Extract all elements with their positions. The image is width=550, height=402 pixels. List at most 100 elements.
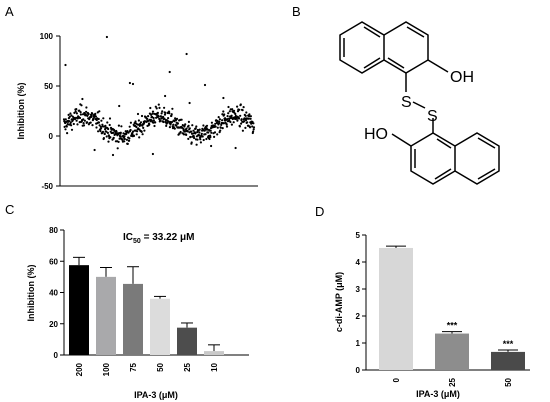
scatter-point (235, 117, 238, 120)
scatter-point (76, 123, 79, 126)
scatter-point (232, 109, 236, 112)
scatter-point (136, 130, 139, 133)
x-tick-label: 50 (504, 377, 513, 386)
scatter-point (152, 116, 155, 120)
scatter-point (199, 141, 202, 144)
scatter-point (143, 121, 146, 125)
scatter-point (112, 136, 115, 139)
y-axis-label-d: c-di-AMP (μM) (334, 272, 344, 332)
scatter-point (65, 125, 68, 128)
scatter-point (239, 114, 242, 117)
scatter-point (244, 114, 247, 117)
scatter-point (187, 137, 190, 140)
scatter-point (186, 130, 189, 133)
ic50-annotation: IC50 = 33.22 μM (123, 232, 194, 245)
scatter-point (165, 124, 168, 127)
scatter-point (142, 126, 145, 129)
scatter-point (213, 135, 216, 138)
scatter-point (252, 128, 255, 131)
scatter-point (97, 121, 101, 124)
scatter-point (82, 118, 85, 121)
scatter-point (168, 126, 171, 129)
scatter-point (244, 119, 248, 122)
scatter-point (217, 122, 221, 125)
scatter-point (190, 141, 193, 144)
scatter-point (67, 113, 70, 116)
scatter-point (68, 115, 71, 118)
scatter-point (183, 130, 186, 133)
scatter-point (198, 134, 201, 137)
scatter-point (75, 108, 78, 111)
scatter-point (219, 129, 222, 132)
scatter-point (226, 115, 229, 118)
scatter-point (249, 117, 252, 120)
scatter-point (128, 137, 131, 140)
scatter-point (154, 121, 157, 124)
scatter-point (117, 124, 120, 127)
scatter-point (132, 134, 136, 137)
bar-chart-c: IC50 = 33.22 μM Inhibition (%) IPA-3 (μM… (26, 226, 249, 400)
scatter-point-outlier (118, 104, 121, 108)
scatter-point (225, 125, 229, 128)
scatter-point (89, 121, 92, 124)
scatter-point (161, 110, 164, 113)
scatter-point (66, 132, 69, 135)
scatter-point (85, 106, 88, 109)
scatter-point (231, 108, 234, 111)
scatter-point (70, 114, 73, 117)
scatter-point (79, 111, 82, 114)
scatter-point (138, 136, 141, 139)
x-axis-label-d: IPA-3 (μM) (416, 389, 460, 399)
scatter-point (155, 107, 158, 110)
scatter-point (245, 111, 248, 114)
scatter-point (144, 116, 148, 119)
scatter-point (127, 131, 130, 134)
x-tick-label: 75 (129, 362, 138, 371)
scatter-point (227, 112, 230, 115)
scatter-point (193, 136, 196, 140)
bar (204, 351, 224, 355)
scatter-point (243, 120, 246, 123)
scatter-point (158, 106, 161, 109)
scatter-point (252, 122, 255, 125)
scatter-point (134, 120, 137, 123)
panel-letter-d: D (315, 204, 324, 219)
panel-letter-c: C (5, 202, 14, 217)
scatter-point (214, 125, 217, 128)
scatter-point (184, 123, 187, 126)
scatter-point (151, 110, 155, 113)
scatter-point (192, 135, 195, 138)
scatter-point (136, 112, 140, 116)
scatter-point (196, 131, 199, 134)
scatter-point (202, 124, 205, 127)
scatter-point (97, 130, 100, 133)
scatter-point (79, 113, 82, 116)
scatter-point (223, 113, 226, 116)
scatter-point (252, 126, 256, 129)
bar (379, 247, 413, 370)
scatter-point (237, 117, 241, 120)
scatter-point (202, 138, 205, 142)
scatter-point (149, 106, 152, 110)
scatter-point (91, 124, 94, 127)
scatter-point (247, 117, 250, 120)
scatter-point (209, 135, 212, 139)
y-tick-label: 1 (356, 339, 361, 348)
scatter-point (201, 135, 204, 138)
bar (491, 351, 525, 370)
scatter-point (205, 124, 209, 127)
scatter-point (244, 117, 247, 120)
scatter-point (159, 115, 163, 118)
scatter-point (158, 117, 161, 120)
scatter-point-outlier (203, 83, 207, 87)
scatter-point (120, 125, 123, 128)
scatter-point (160, 112, 163, 115)
scatter-point (227, 105, 230, 109)
scatter-point (121, 138, 124, 141)
scatter-point (90, 114, 93, 117)
scatter-point (216, 126, 219, 129)
scatter-point (101, 130, 105, 133)
sulfur-label-1: S (401, 94, 412, 111)
bar (69, 265, 89, 355)
